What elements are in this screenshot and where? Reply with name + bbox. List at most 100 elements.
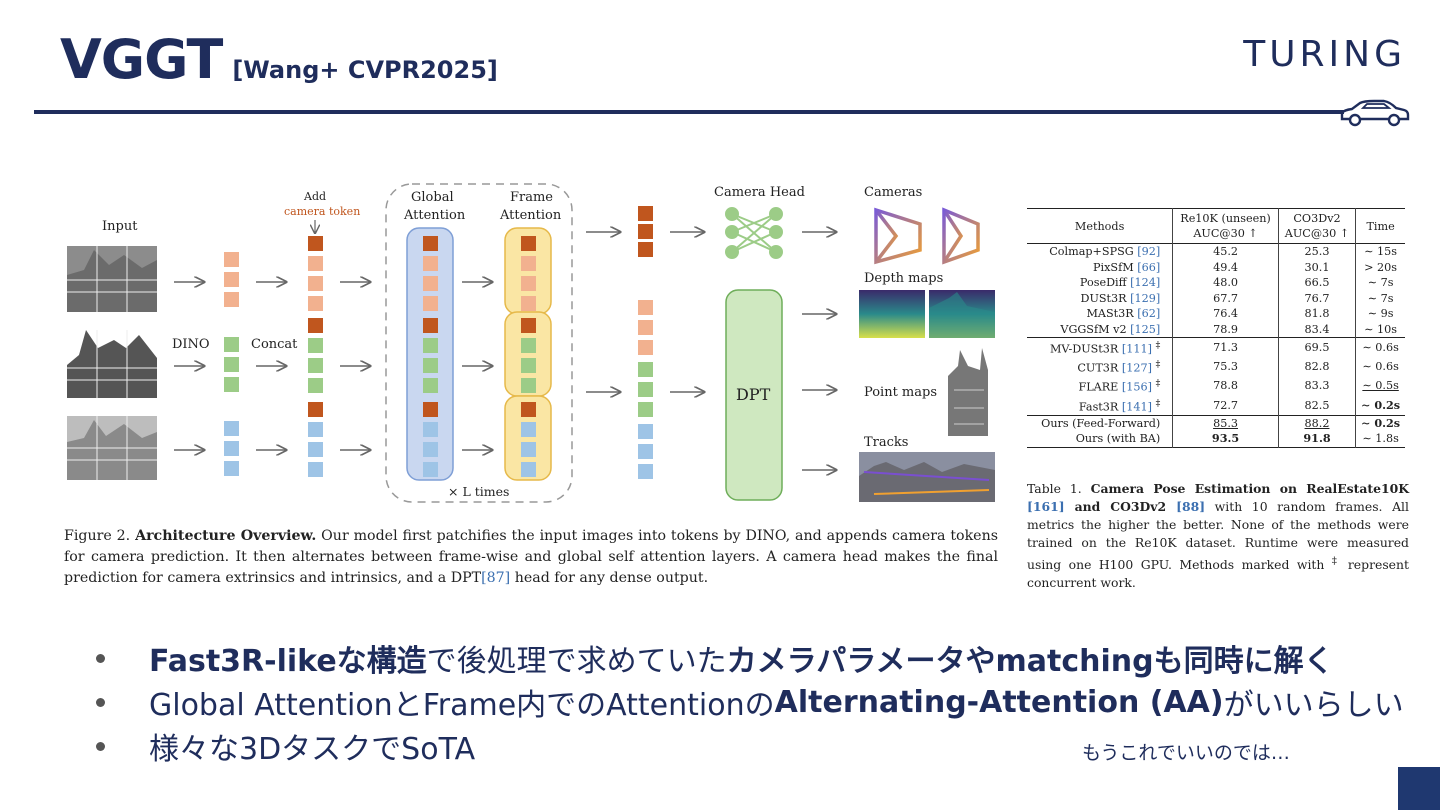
re10k-cell: 45.2 <box>1172 243 1279 260</box>
co3d-cell: 25.3 <box>1277 243 1356 260</box>
table-caption-text-end: represent concurrent work. <box>1027 557 1409 591</box>
table-row: CUT3R [127] ‡ 75.3 82.8 ∼ 0.6s <box>1027 357 1405 377</box>
frame-attention-label-2: Attention <box>499 208 562 223</box>
slide-title: VGGT <box>60 28 223 91</box>
global-attention-label-1: Global <box>411 190 454 205</box>
bullet-dot <box>96 653 105 663</box>
method-cell: MASt3R [62] <box>1086 307 1161 320</box>
figure-caption-text-end: head for any dense output. <box>510 570 709 586</box>
citation-link[interactable]: [111] <box>1121 342 1152 356</box>
bullet-3-text: 様々な3DタスクでSoTA <box>149 732 476 767</box>
frame-attention-boxes <box>504 227 552 481</box>
table-row: MASt3R [62] 76.4 81.8 ∼ 9s <box>1027 306 1405 322</box>
table-row: Ours (Feed-Forward) 85.3 88.2 ∼ 0.2s <box>1027 415 1405 432</box>
citation-link[interactable]: [156] <box>1121 381 1152 395</box>
header-re10k-line1: Re10K (unseen) <box>1180 212 1271 225</box>
citation-link[interactable]: [129] <box>1130 291 1161 305</box>
method-cell: Fast3R [141] ‡ <box>1078 397 1161 414</box>
bullet-item-3: 様々な3DタスクでSoTA <box>96 724 1416 768</box>
car-icon <box>1340 99 1410 127</box>
co3d-cell: 83.4 <box>1277 321 1356 338</box>
table-caption-ref-a[interactable]: [161] <box>1027 499 1065 514</box>
method-cell: MV-DUSt3R [111] ‡ <box>1049 340 1161 356</box>
turing-logo: TURING <box>1243 34 1406 75</box>
time-cell: > 20s <box>1355 259 1405 275</box>
figure-caption-title: Architecture Overview. <box>135 528 317 544</box>
dpt-label: DPT <box>736 385 771 404</box>
bullet-2-text-a: Global AttentionとFrame内でのAttentionの <box>149 688 775 723</box>
table-row: Fast3R [141] ‡ 72.7 82.5 ∼ 0.2s <box>1027 395 1405 416</box>
co3d-cell: 66.5 <box>1277 275 1356 291</box>
re10k-cell: 78.9 <box>1172 321 1279 338</box>
method-cell: VGGSfM v2 [125] <box>1060 322 1161 336</box>
citation-link[interactable]: [92] <box>1137 245 1161 258</box>
figure-caption-ref[interactable]: [87] <box>481 570 511 586</box>
slide-subtitle: [Wang+ CVPR2025] <box>232 56 498 84</box>
times-label: × L times <box>448 484 509 499</box>
bullet-list: Fast3R-likeな構造 で後処理で求めていた カメラパラメータやmatchin… <box>96 636 1416 768</box>
re10k-cell: 85.3 <box>1172 415 1279 432</box>
bullet-2-text-b: がいいらしい <box>1223 688 1404 723</box>
time-cell: ∼ 0.6s <box>1355 337 1405 358</box>
cameras-label: Cameras <box>864 185 922 200</box>
table-caption-ref-b[interactable]: [88] <box>1176 499 1206 514</box>
input-image-2 <box>67 330 157 398</box>
re10k-cell: 49.4 <box>1172 259 1279 275</box>
tracks-image <box>859 452 995 502</box>
citation-link[interactable]: [125] <box>1130 322 1161 336</box>
concat-tokens-frame3 <box>308 402 323 477</box>
corner-block <box>1398 767 1440 810</box>
time-cell: ∼ 0.5s <box>1355 376 1405 396</box>
co3d-cell: 83.3 <box>1277 376 1356 396</box>
figure-caption: Figure 2. Architecture Overview. Our mod… <box>64 526 998 589</box>
co3d-cell: 30.1 <box>1277 259 1356 275</box>
header-co3d-line1: CO3Dv2 <box>1293 212 1341 225</box>
tracks-label: Tracks <box>864 435 908 450</box>
depth-map-images <box>859 290 995 338</box>
citation-link[interactable]: [66] <box>1137 260 1161 274</box>
bullet-1-text: で後処理で求めていた <box>426 644 727 679</box>
global-attention-label-2: Attention <box>403 208 466 223</box>
time-cell: ∼ 0.2s <box>1355 395 1405 416</box>
time-cell: ∼ 0.2s <box>1355 415 1405 432</box>
co3d-cell: 69.5 <box>1277 337 1356 358</box>
citation-link[interactable]: [127] <box>1121 361 1152 375</box>
time-cell: ∼ 7s <box>1355 290 1405 306</box>
table-row: DUSt3R [129] 67.7 76.7 ∼ 7s <box>1027 290 1405 306</box>
concat-tokens-frame1 <box>308 236 323 311</box>
input-image-3 <box>67 416 157 480</box>
dino-label: DINO <box>172 337 210 352</box>
time-cell: ∼ 9s <box>1355 306 1405 322</box>
table-row: Ours (with BA) 93.5 91.8 ∼ 1.8s <box>1027 431 1405 448</box>
citation-link[interactable]: [141] <box>1121 400 1152 414</box>
re10k-cell: 75.3 <box>1172 357 1279 377</box>
dino-tokens-frame2 <box>224 337 239 392</box>
method-cell: PixSfM [66] <box>1093 260 1161 274</box>
header-methods: Methods <box>1074 219 1125 233</box>
add-label: Add <box>303 190 326 203</box>
table-caption-title-b: and CO3Dv2 <box>1064 499 1177 514</box>
header-co3d-line2: AUC@30 ↑ <box>1284 227 1350 240</box>
citation-link[interactable]: [62] <box>1137 307 1161 320</box>
header-rule <box>34 110 1344 114</box>
camera-frustum-2 <box>942 207 980 265</box>
citation-link[interactable]: [124] <box>1130 276 1161 289</box>
frame-attention-label-1: Frame <box>510 190 553 205</box>
method-cell: PoseDiff [124] <box>1079 276 1161 289</box>
table-caption-dagger: ‡ <box>1331 555 1341 567</box>
concat-tokens-frame2 <box>308 318 323 393</box>
bullet-1-bold-a: Fast3R-likeな構造 <box>149 644 427 679</box>
figure-caption-prefix: Figure 2. <box>64 528 136 544</box>
method-cell: Ours (with BA) <box>1075 432 1161 446</box>
bullet-dot <box>96 697 105 707</box>
re10k-cell: 48.0 <box>1172 275 1279 291</box>
co3d-cell: 81.8 <box>1277 306 1356 322</box>
method-cell: Colmap+SPSG [92] <box>1049 245 1161 258</box>
time-cell: ∼ 15s <box>1355 243 1405 260</box>
table-caption: Table 1. Camera Pose Estimation on RealE… <box>1027 480 1409 592</box>
table-caption-title-a: Camera Pose Estimation on RealEstate10K <box>1090 481 1409 496</box>
table-row: MV-DUSt3R [111] ‡ 71.3 69.5 ∼ 0.6s <box>1027 337 1405 358</box>
re10k-cell: 76.4 <box>1172 306 1279 322</box>
header-co3d: CO3Dv2 AUC@30 ↑ <box>1277 208 1356 244</box>
time-cell: ∼ 1.8s <box>1355 431 1405 448</box>
